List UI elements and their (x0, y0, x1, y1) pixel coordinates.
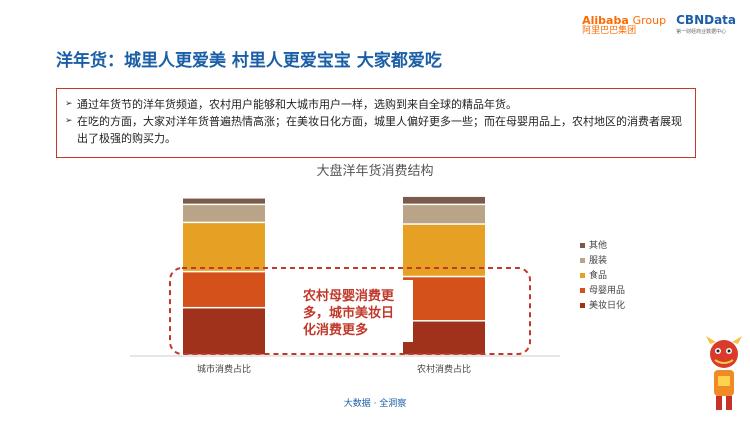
cbndata-logo-text: CBNData (676, 13, 736, 27)
bullet-arrow-icon: ➢ (65, 99, 73, 109)
summary-bullet-text: 在吃的方面，大家对洋年货普遍热情高涨；在美妆日化方面，城里人偏好更多一些；而在母… (77, 115, 682, 145)
bar-segment (183, 272, 265, 307)
bar-segment (183, 198, 265, 204)
summary-bullet-text: 通过年货节的洋年货频道，农村用户能够和大城市用户一样，选购到来自全球的精品年货。 (77, 98, 517, 111)
legend-label: 服装 (589, 254, 607, 266)
legend-swatch (580, 243, 585, 248)
highlight-box (169, 267, 531, 355)
annotation-bg (295, 280, 413, 342)
legend-swatch (580, 273, 585, 278)
bar-segment (183, 205, 265, 222)
legend-swatch (580, 258, 585, 263)
legend-label: 食品 (589, 269, 607, 281)
bar-segment (403, 205, 485, 224)
header-logos: Alibaba Group 阿里巴巴集团 CBNData 第一财经商业数据中心 (582, 14, 736, 38)
legend-label: 美妆日化 (589, 299, 625, 311)
summary-bullet: ➢ 通过年货节的洋年货频道，农村用户能够和大城市用户一样，选购到来自全球的精品年… (65, 96, 687, 113)
x-tick-label: 农村消费占比 (417, 363, 471, 375)
legend-label: 母婴用品 (589, 285, 625, 296)
legend-swatch (580, 288, 585, 293)
bar-segment (183, 308, 265, 355)
bar-segment (403, 196, 485, 204)
bar-segment (403, 321, 485, 355)
alibaba-group-text: Group (632, 14, 667, 27)
cbndata-logo: CBNData 第一财经商业数据中心 (676, 14, 736, 38)
bar-segment (403, 277, 485, 321)
x-tick-label: 城市消费占比 (197, 363, 251, 375)
bar-segment (183, 223, 265, 271)
legend-swatch (580, 303, 585, 308)
alibaba-logo-text: Alibaba (582, 14, 629, 27)
cbndata-tagline: 第一财经商业数据中心 (676, 29, 727, 35)
summary-box: ➢ 通过年货节的洋年货频道，农村用户能够和大城市用户一样，选购到来自全球的精品年… (56, 88, 696, 158)
alibaba-cn-text: 阿里巴巴集团 (582, 26, 637, 36)
legend-label: 其他 (589, 239, 607, 251)
footer-slogan: 大数据 · 全洞察 (343, 399, 407, 409)
lion-mascot-icon (706, 336, 742, 410)
bullet-arrow-icon: ➢ (65, 116, 73, 126)
chart-title: 大盘洋年货消费结构 (316, 163, 433, 179)
annotation-text: 农村母婴消费更多，城市美妆日化消费更多 (302, 288, 395, 338)
page-title: 洋年货：城里人更爱美 村里人更爱宝宝 大家都爱吃 (56, 51, 442, 71)
summary-bullet: ➢ 在吃的方面，大家对洋年货普遍热情高涨；在美妆日化方面，城里人偏好更多一些；而… (65, 113, 687, 147)
alibaba-logo: Alibaba Group 阿里巴巴集团 (582, 15, 666, 37)
